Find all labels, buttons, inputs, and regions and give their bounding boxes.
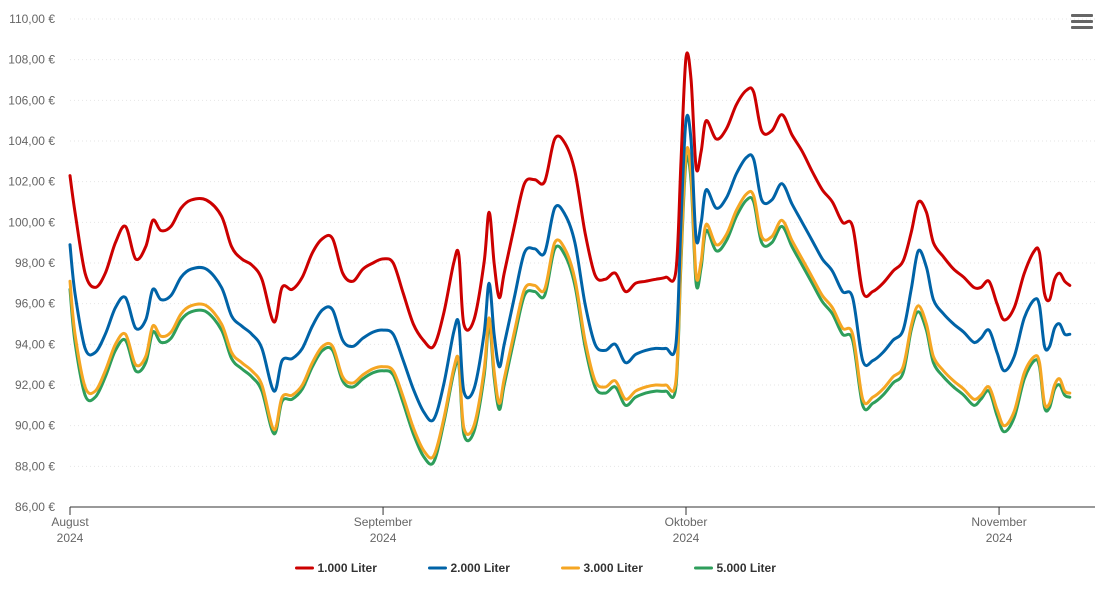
series-line-3: [68, 146, 1072, 460]
y-tick-label: 88,00 €: [15, 459, 55, 473]
y-tick-label: 98,00 €: [15, 256, 55, 270]
y-tick-label: 96,00 €: [15, 297, 55, 311]
menu-icon-bar: [1071, 25, 1093, 29]
y-tick-label: 110,00 €: [9, 12, 55, 26]
legend-item-1[interactable]: 1.000 Liter: [295, 561, 378, 575]
legend-label: 1.000 Liter: [318, 561, 378, 575]
legend-label: 5.000 Liter: [717, 561, 777, 575]
x-tick-label-year: 2024: [673, 531, 700, 545]
x-tick-label-year: 2024: [986, 531, 1013, 545]
menu-icon-bar: [1071, 19, 1093, 23]
chart-menu-button[interactable]: [1071, 10, 1093, 32]
y-tick-label: 102,00 €: [8, 175, 55, 189]
x-tick-label-month: November: [971, 515, 1026, 529]
y-tick-label: 94,00 €: [15, 337, 55, 351]
legend-label: 2.000 Liter: [451, 561, 511, 575]
x-tick-label-year: 2024: [370, 531, 397, 545]
y-tick-label: 92,00 €: [15, 378, 55, 392]
y-tick-label: 86,00 €: [15, 500, 55, 514]
x-tick-label-month: Oktober: [665, 515, 708, 529]
legend-item-3[interactable]: 3.000 Liter: [561, 561, 644, 575]
legend-item-4[interactable]: 5.000 Liter: [694, 561, 777, 575]
legend-label: 3.000 Liter: [584, 561, 644, 575]
y-tick-label: 90,00 €: [15, 419, 55, 433]
y-tick-label: 106,00 €: [8, 93, 55, 107]
legend-item-2[interactable]: 2.000 Liter: [428, 561, 511, 575]
series-line-1: [68, 51, 1072, 350]
menu-icon-bar: [1071, 13, 1093, 17]
x-tick-label-month: August: [51, 515, 89, 529]
series-line-2: [68, 113, 1072, 423]
x-tick-label-year: 2024: [57, 531, 84, 545]
y-tick-label: 100,00 €: [8, 215, 55, 229]
x-tick-label-month: September: [354, 515, 413, 529]
y-tick-label: 108,00 €: [8, 53, 55, 67]
y-tick-label: 104,00 €: [8, 134, 55, 148]
